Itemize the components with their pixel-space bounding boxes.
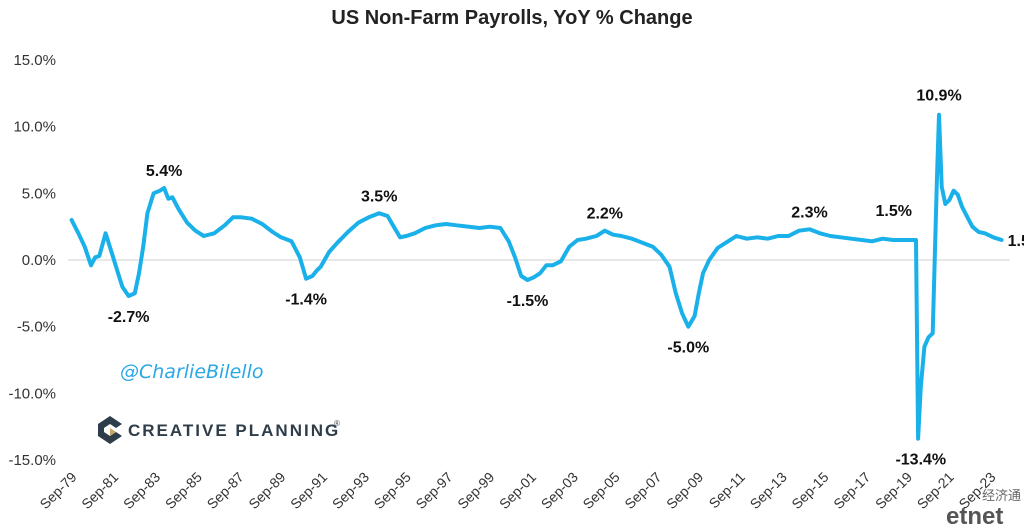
x-tick-label: Sep-05 [579, 469, 622, 512]
twitter-handle: @CharlieBilello [120, 361, 263, 383]
y-tick-label: 10.0% [13, 119, 56, 136]
x-tick-label: Sep-83 [120, 469, 163, 512]
x-tick-label: Sep-11 [706, 469, 749, 512]
y-tick-label: 5.0% [22, 185, 56, 202]
chart-title: US Non-Farm Payrolls, YoY % Change [331, 7, 692, 29]
etnet-logo: etnet [946, 503, 1003, 527]
data-label: -13.4% [895, 452, 946, 469]
x-tick-label: Sep-81 [78, 469, 121, 512]
x-tick-label: Sep-17 [830, 469, 873, 512]
x-tick-label: Sep-79 [36, 469, 79, 512]
x-tick-label: Sep-97 [412, 469, 455, 512]
x-tick-label: Sep-99 [454, 469, 497, 512]
data-label: 10.9% [916, 88, 961, 105]
y-tick-label: 0.0% [22, 252, 56, 269]
y-tick-label: -15.0% [8, 452, 56, 469]
x-tick-label: Sep-87 [204, 469, 247, 512]
x-tick-label: Sep-85 [162, 469, 205, 512]
data-label: -2.7% [108, 309, 150, 326]
y-tick-label: 15.0% [13, 52, 56, 69]
x-tick-label: Sep-93 [329, 469, 372, 512]
data-label: -1.5% [507, 293, 549, 310]
x-tick-label: Sep-07 [621, 469, 664, 512]
x-tick-label: Sep-19 [872, 469, 915, 512]
x-tick-label: Sep-03 [538, 469, 581, 512]
data-label: 5.4% [146, 163, 182, 180]
creative-planning-logo: CREATIVE PLANNING ® [98, 416, 340, 444]
etnet-chinese: 经济通 [982, 489, 1021, 504]
y-axis: 15.0% 10.0% 5.0% 0.0% -5.0% -10.0% -15.0% [8, 52, 56, 469]
x-tick-label: Sep-13 [747, 469, 790, 512]
data-label: 2.2% [587, 206, 623, 223]
x-tick-label: Sep-01 [496, 469, 539, 512]
data-label: -1.4% [285, 292, 327, 309]
registered-mark: ® [334, 419, 340, 428]
etnet-watermark: 经济通 etnet [946, 489, 1021, 527]
data-labels: 5.4% -2.7% -1.4% 3.5% -1.5% 2.2% -5.0% 2.3% 1.5%… [108, 88, 1024, 469]
y-tick-label: -10.0% [8, 385, 56, 402]
data-label: 3.5% [361, 188, 397, 205]
data-label: 1.5% [876, 203, 912, 220]
creative-planning-logo-icon [98, 416, 122, 444]
x-tick-label: Sep-09 [663, 469, 706, 512]
x-tick-label: Sep-91 [287, 469, 330, 512]
x-axis: Sep-79Sep-81Sep-83Sep-85Sep-87Sep-89Sep-… [36, 469, 998, 512]
data-label: 2.3% [791, 204, 827, 221]
data-label: 1.5% [1008, 233, 1024, 250]
x-tick-label: Sep-15 [788, 469, 831, 512]
y-tick-label: -5.0% [17, 319, 56, 336]
x-tick-label: Sep-95 [371, 469, 414, 512]
series-line [69, 112, 1004, 441]
brand-name: CREATIVE PLANNING [128, 421, 340, 440]
data-label: -5.0% [667, 340, 709, 357]
x-tick-label: Sep-89 [245, 469, 288, 512]
